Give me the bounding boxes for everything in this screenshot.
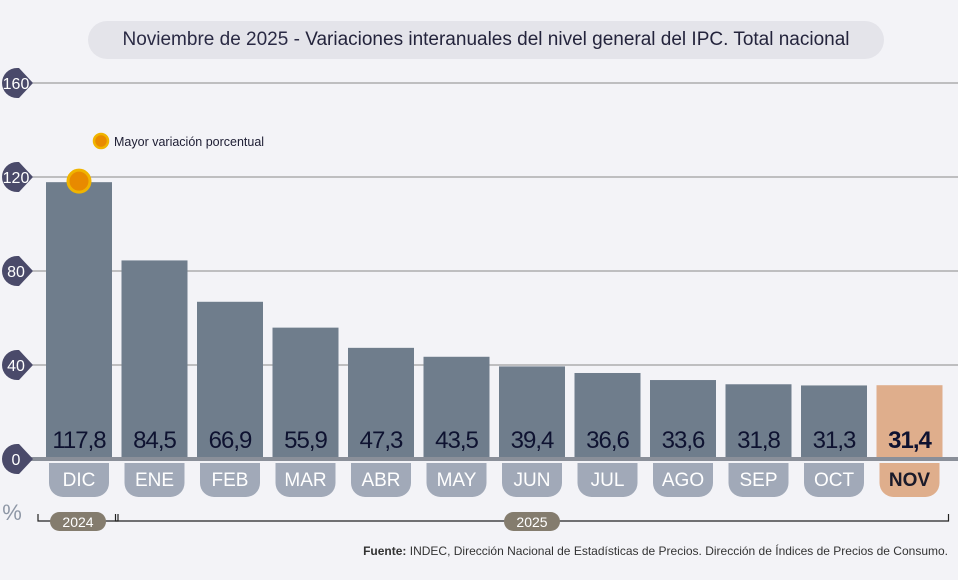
x-tick-label: DIC xyxy=(63,470,96,491)
year-label: 2025 xyxy=(516,514,547,530)
legend-marker xyxy=(92,132,110,150)
bar-jun xyxy=(499,366,565,457)
month-pill xyxy=(200,463,260,497)
year-label: 2024 xyxy=(62,514,93,530)
bar-nov xyxy=(876,385,943,457)
year-pill xyxy=(504,512,560,531)
x-tick-label: FEB xyxy=(212,470,249,491)
month-pill xyxy=(728,463,789,497)
chart-title: Noviembre de 2025 - Variaciones interanu… xyxy=(88,21,884,59)
y-tick-marker xyxy=(2,68,33,98)
y-tick-marker xyxy=(2,256,33,286)
month-pill xyxy=(426,463,487,497)
y-tick-marker xyxy=(2,162,33,192)
source-text: INDEC, Dirección Nacional de Estadística… xyxy=(406,544,948,558)
title-main: Variaciones interanuales del nivel gener… xyxy=(305,29,850,50)
bar-oct xyxy=(801,385,867,457)
x-tick-label: SEP xyxy=(739,470,777,491)
bar-dic xyxy=(46,182,112,458)
data-label: 33,6 xyxy=(662,427,705,454)
x-tick-label: NOV xyxy=(889,470,931,491)
x-tick-label: ENE xyxy=(135,470,174,491)
data-label: 31,4 xyxy=(888,427,932,454)
data-label: 31,3 xyxy=(813,427,856,454)
data-label: 43,5 xyxy=(435,427,478,454)
x-tick-label: JUN xyxy=(514,470,551,491)
x-tick-label: MAR xyxy=(284,470,326,491)
x-tick-label: MAY xyxy=(437,470,477,491)
y-tick-label: 120 xyxy=(3,170,30,187)
data-label: 66,9 xyxy=(209,427,252,454)
y-tick-label: 40 xyxy=(7,358,25,375)
bar-may xyxy=(423,356,490,457)
month-pill xyxy=(804,463,864,497)
bar-jul xyxy=(574,372,641,457)
x-tick-label: ABR xyxy=(361,470,400,491)
year-pill xyxy=(50,512,106,531)
source-label: Fuente: xyxy=(363,544,407,558)
month-pill xyxy=(653,463,713,497)
y-tick-marker xyxy=(2,350,33,380)
data-label: 39,4 xyxy=(511,427,554,454)
y-tick-label: 80 xyxy=(7,264,25,281)
month-pill xyxy=(351,463,411,497)
month-pill xyxy=(502,463,562,497)
bar-sep xyxy=(725,384,792,457)
x-tick-label: OCT xyxy=(814,470,855,491)
y-tick-label: 160 xyxy=(3,76,30,93)
month-pill xyxy=(879,463,940,497)
bar-ene xyxy=(121,260,188,457)
bar-mar xyxy=(272,327,339,457)
bar-ago xyxy=(650,380,716,457)
month-pill xyxy=(275,463,336,497)
max-marker xyxy=(66,168,92,194)
data-label: 117,8 xyxy=(52,427,106,454)
month-pill xyxy=(49,463,109,497)
data-label: 31,8 xyxy=(737,427,780,454)
y-tick-label: 0 xyxy=(12,452,21,469)
source-note: Fuente: INDEC, Dirección Nacional de Est… xyxy=(363,544,948,558)
data-label: 36,6 xyxy=(586,427,629,454)
data-label: 47,3 xyxy=(360,427,403,454)
data-label: 55,9 xyxy=(284,427,327,454)
y-tick-marker xyxy=(2,444,33,474)
data-label: 84,5 xyxy=(133,427,176,454)
month-pill xyxy=(124,463,185,497)
title-prefix: Noviembre de 2025 - xyxy=(122,29,306,50)
bar-abr xyxy=(348,347,414,457)
month-pill xyxy=(577,463,638,497)
y-axis-label: % xyxy=(2,500,22,525)
x-tick-label: AGO xyxy=(662,470,704,491)
x-tick-label: JUL xyxy=(591,470,625,491)
bar-feb xyxy=(197,301,263,457)
legend-label: Mayor variación porcentual xyxy=(114,135,264,149)
